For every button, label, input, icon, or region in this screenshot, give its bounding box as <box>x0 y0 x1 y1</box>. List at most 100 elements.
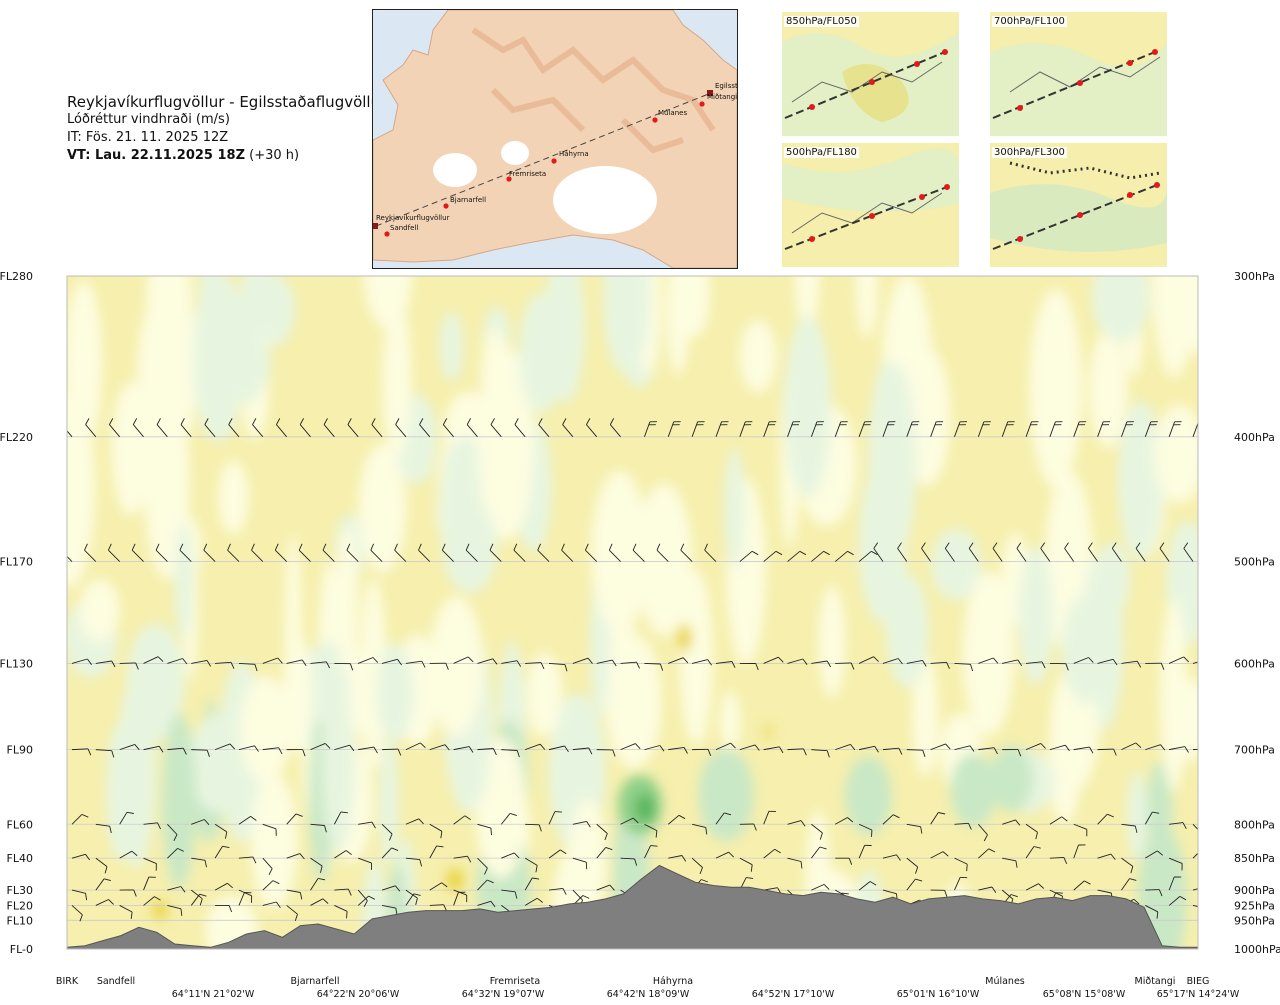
wind-barb <box>286 853 305 860</box>
wind-barb <box>954 663 974 672</box>
wind-barb <box>704 543 717 562</box>
vv-contour <box>720 690 741 751</box>
wind-barb <box>954 745 975 752</box>
flight-level-label: FL60 <box>7 818 33 831</box>
wind-barb <box>810 421 824 437</box>
wind-barb <box>95 878 111 891</box>
wind-barb <box>381 904 398 916</box>
wind-barb <box>572 857 588 870</box>
route-map: Reykjavíkurflugvöllur Sandfell Bjarnarfe… <box>372 9 738 269</box>
thumb-500hpa[interactable]: 500hPa/FL180 <box>782 143 959 267</box>
vv-contour <box>1146 762 1173 865</box>
wind-barb <box>906 749 926 757</box>
wind-barb <box>930 743 951 751</box>
vv-contour <box>218 460 249 535</box>
wind-barb <box>632 543 645 562</box>
wind-barb <box>978 848 996 859</box>
wind-barb <box>429 744 450 751</box>
vv-contour <box>429 596 484 737</box>
wind-barb <box>525 662 545 670</box>
wind-barb <box>858 550 878 562</box>
wind-barb <box>143 745 164 753</box>
wind-barb <box>143 822 162 830</box>
wind-barb <box>298 543 311 562</box>
wind-barb <box>1145 850 1164 859</box>
wind-barb <box>238 663 258 672</box>
vv-contour <box>189 713 248 813</box>
vv-contour <box>856 276 878 338</box>
wind-barb <box>858 421 872 437</box>
map-label-bjarnarfell: Bjarnarfell <box>450 196 486 204</box>
wind-barb <box>1025 742 1046 751</box>
vv-contour <box>950 752 997 827</box>
wind-barb <box>1145 662 1165 670</box>
thumb-300hpa[interactable]: 300hPa/FL300 <box>990 143 1167 267</box>
thumb-300hpa-svg <box>990 161 1167 252</box>
wind-barb <box>1168 857 1183 871</box>
thumb-850hpa[interactable]: 850hPa/FL050 <box>782 12 959 136</box>
wind-barb <box>131 543 144 562</box>
wind-barb <box>370 543 383 562</box>
wind-barb <box>262 823 277 836</box>
route-axis: BIRK Sandfell Bjarnarfell Fremriseta Háhyrna… <box>56 976 1240 1000</box>
wind-barb <box>811 550 830 562</box>
wind-barb <box>680 543 693 562</box>
vv-contour <box>439 311 464 382</box>
wind-barb <box>1111 542 1122 562</box>
wind-barb <box>668 746 688 754</box>
wind-barb <box>132 418 144 438</box>
map-glacier-2 <box>433 153 477 187</box>
wind-barb <box>286 749 306 757</box>
vv-contour <box>1137 825 1187 949</box>
wind-barb <box>1002 819 1021 826</box>
wind-barb <box>477 748 497 756</box>
wind-barb <box>1002 857 1018 868</box>
wind-barb <box>405 742 426 751</box>
wind-barb <box>382 748 402 756</box>
wind-barb <box>882 658 903 665</box>
vv-contour <box>481 329 509 424</box>
wind-barb <box>596 276 597 277</box>
wind-barb <box>477 658 498 665</box>
vv-contour-strong <box>678 624 692 652</box>
thumb-700hpa-label: 700hPa/FL100 <box>992 16 1067 27</box>
wind-barb <box>548 663 568 672</box>
wind-barb <box>1088 542 1098 562</box>
flight-level-label: FL90 <box>7 744 33 757</box>
vv-contour <box>199 276 217 350</box>
wind-barb <box>119 811 134 825</box>
wind-barb <box>1169 822 1187 830</box>
wind-barb <box>644 845 658 859</box>
wind-barb <box>1001 421 1015 437</box>
wind-barb <box>656 543 669 562</box>
pressure-level-label: 500hPa <box>1234 556 1275 569</box>
wind-barb <box>119 850 138 859</box>
wind-barb <box>310 742 331 751</box>
wind-barb <box>143 656 164 664</box>
wind-barb <box>930 661 950 669</box>
wind-barb <box>357 276 359 277</box>
wind-barb <box>644 823 658 838</box>
plot-frame <box>66 275 1199 950</box>
thumb-700hpa[interactable]: 700hPa/FL100 <box>990 12 1167 136</box>
coordinate-label: 65°01'N 16°10'W <box>897 989 980 1000</box>
vv-contour <box>1061 594 1112 704</box>
vv-contour <box>239 675 291 784</box>
wind-barb <box>203 543 216 562</box>
wind-barb <box>310 823 327 833</box>
wind-barb <box>71 276 72 277</box>
vv-contour <box>603 276 651 375</box>
wind-barb <box>286 905 298 922</box>
map-route-line <box>375 92 712 227</box>
wind-barb <box>930 889 948 898</box>
wind-barb <box>501 660 522 667</box>
wind-barb <box>858 656 879 664</box>
wind-barb <box>167 847 184 859</box>
wind-barb <box>1025 883 1045 891</box>
map-label-sandfell: Sandfell <box>390 224 418 232</box>
vv-contour <box>868 361 906 559</box>
wind-barb <box>1025 661 1046 669</box>
wind-barb <box>1192 661 1198 664</box>
wind-barb <box>1121 823 1138 833</box>
wind-barb <box>477 823 492 836</box>
